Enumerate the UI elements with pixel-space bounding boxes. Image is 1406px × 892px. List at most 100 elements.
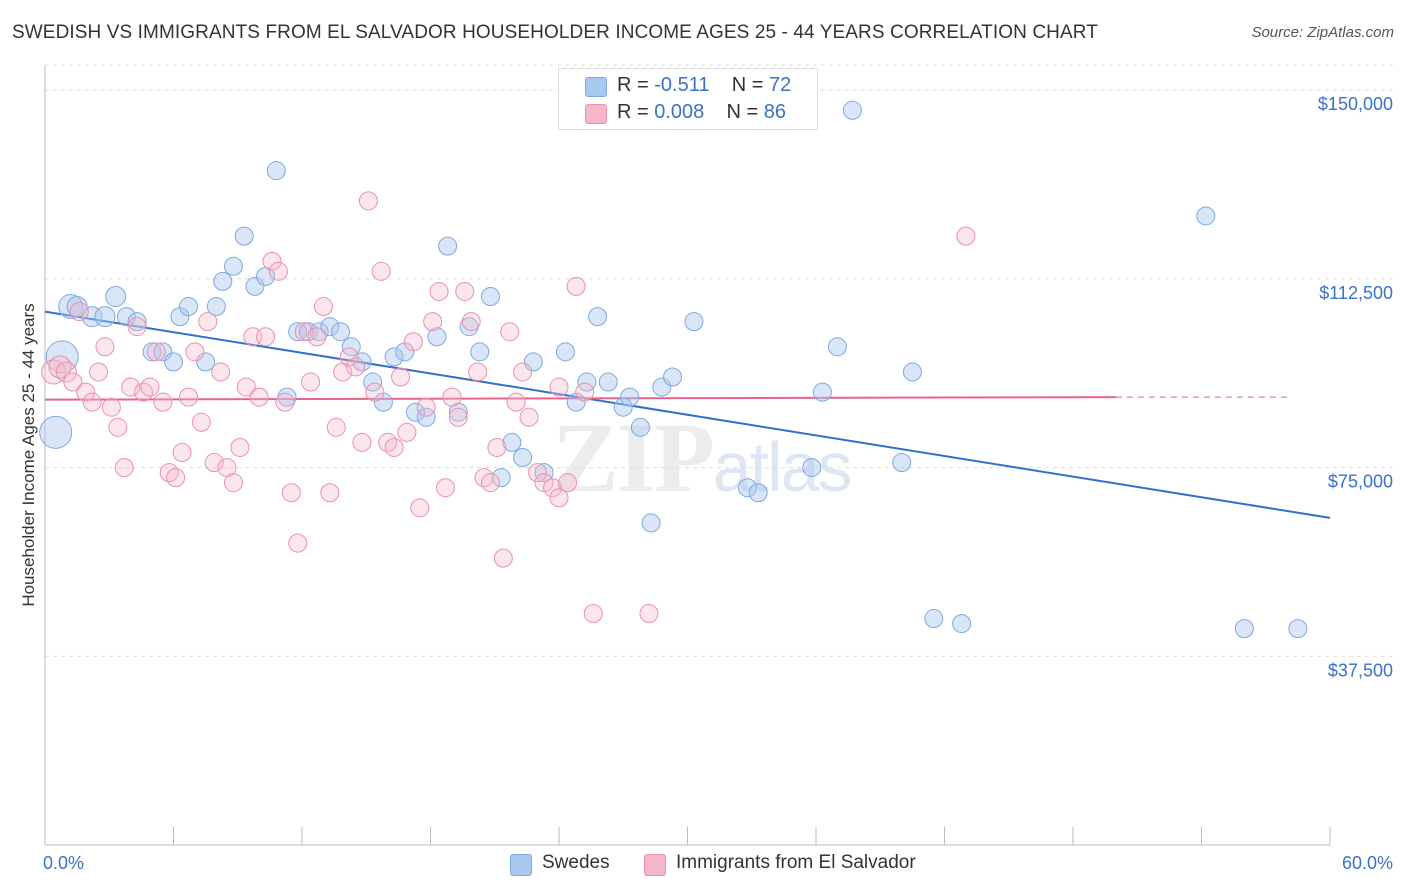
grid-lines [45, 64, 1395, 657]
data-points [39, 100, 1308, 639]
el-salvador-point [468, 362, 488, 382]
el-salvador-point [455, 281, 475, 301]
el-salvador-point [114, 458, 134, 478]
swedes-point [196, 352, 216, 372]
x-tick-label: 0.0% [43, 853, 84, 873]
el-salvador-point [230, 437, 250, 457]
el-salvador-point [320, 483, 340, 503]
y-tick-label: $150,000 [1318, 94, 1393, 114]
el-salvador-point [423, 312, 443, 332]
el-salvador-swatch [644, 854, 666, 876]
el-salvador-point [146, 342, 166, 362]
el-salvador-point [307, 327, 327, 347]
el-salvador-point [448, 407, 468, 427]
el-salvador-point [185, 342, 205, 362]
swedes-point [1288, 619, 1308, 639]
axes [44, 65, 1331, 846]
el-salvador-point [204, 453, 224, 473]
el-salvador-point [506, 392, 526, 412]
el-salvador-point [500, 322, 520, 342]
r-label: R = [617, 101, 649, 123]
swedes-point [470, 342, 490, 362]
swedes-point [952, 614, 972, 634]
swedes-swatch [585, 77, 607, 97]
el-salvador-point [153, 392, 173, 412]
x-tick-label: 60.0% [1342, 853, 1393, 873]
el-salvador-point [639, 604, 659, 624]
el-salvador-point [211, 362, 231, 382]
el-salvador-point [461, 312, 481, 332]
el-salvador-point [519, 407, 539, 427]
swedes-point [502, 432, 522, 452]
swedes-point [491, 468, 511, 488]
legend-text: R = 0.008 N = 86 [617, 101, 786, 124]
el-salvador-point [268, 261, 288, 281]
el-salvador-point [429, 281, 449, 301]
el-salvador-point [487, 437, 507, 457]
el-salvador-point [416, 397, 436, 417]
el-salvador-point [178, 387, 198, 407]
swedes-point [641, 513, 661, 533]
swedes-point [331, 322, 351, 342]
el-salvador-point [69, 302, 89, 322]
swedes-point [320, 317, 340, 337]
swedes-point [213, 271, 233, 291]
el-salvador-point [134, 382, 154, 402]
swedes-point [352, 352, 372, 372]
el-salvador-point [236, 377, 256, 397]
r-label: R = [617, 74, 649, 96]
y-tick-label: $75,000 [1328, 472, 1393, 492]
series-name: Swedes [542, 852, 610, 873]
swedes-point [58, 294, 84, 320]
el-salvador-point [575, 382, 595, 402]
swedes-point [513, 448, 533, 468]
watermark-zip: ZIP [552, 402, 715, 513]
chart-title: SWEDISH VS IMMIGRANTS FROM EL SALVADOR H… [12, 22, 1098, 43]
el-salvador-point [95, 337, 115, 357]
swedes-point [480, 286, 500, 306]
swedes-point [266, 161, 286, 181]
el-salvador-point [256, 327, 276, 347]
el-salvador-point [121, 377, 141, 397]
n-label: N = [731, 74, 764, 96]
legend-text: R = -0.511 N = 72 [617, 74, 791, 97]
el-salvador-point [89, 362, 109, 382]
swedes-point [94, 306, 116, 328]
swedes-point [620, 387, 640, 407]
swedes-point [127, 312, 147, 332]
el-salvador-point [378, 432, 398, 452]
swedes-point [892, 453, 912, 473]
swedes-point [245, 276, 265, 296]
swedes-point [178, 297, 198, 317]
swedes-point [555, 342, 575, 362]
swedes-point [613, 397, 633, 417]
el-salvador-point [301, 372, 321, 392]
el-salvador-point [76, 382, 96, 402]
el-salvador-point [583, 604, 603, 624]
swedes-point [802, 458, 822, 478]
swedes-point [1196, 206, 1216, 226]
source-label: Source: ZipAtlas.com [1251, 24, 1394, 41]
el-salvador-point [223, 473, 243, 493]
swedes-point [630, 417, 650, 437]
swedes-point [406, 402, 426, 422]
swedes-point [812, 382, 832, 402]
swedes-point [384, 347, 404, 367]
el-salvador-point [558, 473, 578, 493]
swedes-point [902, 362, 922, 382]
r-value: 0.008 [654, 101, 705, 123]
el-salvador-point [166, 468, 186, 488]
el-salvador-point [172, 442, 192, 462]
el-salvador-point [249, 387, 269, 407]
el-salvador-point [549, 488, 569, 508]
swedes-point [153, 342, 173, 362]
el-salvador-point [101, 397, 121, 417]
swedes-point [142, 342, 162, 362]
swedes-point [206, 297, 226, 317]
swedes-trend-line [44, 310, 1331, 519]
el-salvador-point [365, 382, 385, 402]
swedes-point [427, 327, 447, 347]
el-salvador-point [442, 387, 462, 407]
swedes-point [81, 306, 103, 328]
